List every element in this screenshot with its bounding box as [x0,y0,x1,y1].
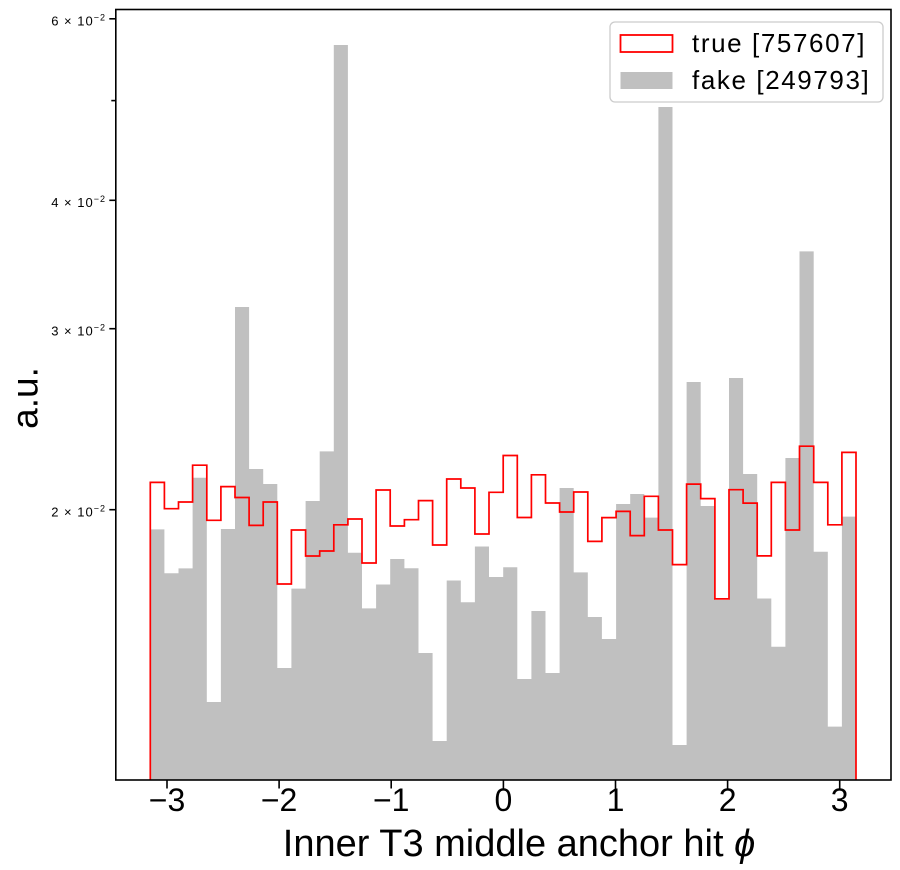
svg-text:1: 1 [607,782,625,818]
svg-text:4 × 10−2: 4 × 10−2 [51,194,106,210]
svg-text:2: 2 [719,782,737,818]
svg-text:a.u.: a.u. [5,367,46,429]
svg-text:2 × 10−2: 2 × 10−2 [51,503,106,519]
svg-text:−3: −3 [149,782,185,818]
svg-text:Inner T3 middle anchor hit ϕ: Inner T3 middle anchor hit ϕ [283,823,755,865]
svg-text:3: 3 [831,782,849,818]
svg-text:6 × 10−2: 6 × 10−2 [51,13,106,29]
svg-text:true [757607]: true [757607] [692,28,866,58]
svg-text:0: 0 [495,782,513,818]
svg-text:−1: −1 [373,782,409,818]
svg-text:−2: −2 [261,782,297,818]
svg-text:3 × 10−2: 3 × 10−2 [51,322,106,338]
svg-text:fake [249793]: fake [249793] [692,65,870,95]
